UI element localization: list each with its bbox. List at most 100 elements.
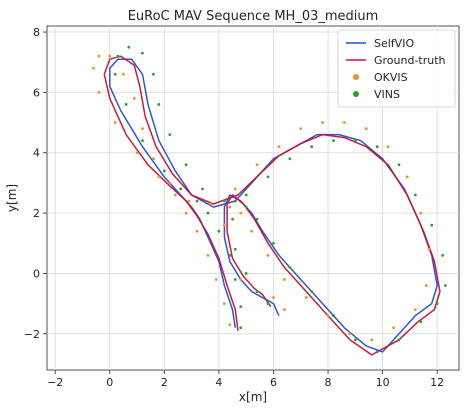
x-tick-label: 10: [376, 376, 390, 389]
series-point-okvis: [304, 296, 308, 299]
series-point-okvis: [206, 253, 210, 257]
series-point-vins: [233, 199, 237, 203]
series-point-vins: [419, 320, 423, 324]
series-point-okvis: [405, 175, 409, 179]
y-tick-label: 6: [33, 86, 40, 99]
series-point-okvis: [135, 151, 139, 155]
x-tick-label: 0: [106, 376, 113, 389]
series-point-okvis: [321, 121, 324, 124]
series-point-vins: [152, 72, 155, 76]
series-point-okvis: [419, 211, 423, 215]
chart-title: EuRoC MAV Sequence MH_03_medium: [128, 9, 379, 24]
series-point-okvis: [386, 145, 390, 149]
series-point-vins: [255, 290, 259, 293]
series-point-vins: [375, 350, 379, 354]
series-point-vins: [228, 253, 232, 257]
series-point-vins: [168, 133, 172, 137]
series-point-okvis: [364, 127, 368, 130]
series-point-okvis: [427, 247, 431, 251]
series-point-okvis: [277, 145, 281, 149]
x-tick-label: 8: [325, 376, 332, 389]
y-tick-label: 2: [33, 207, 40, 220]
series-point-okvis: [255, 163, 259, 167]
x-tick-label: 12: [430, 376, 444, 389]
series-point-vins: [255, 217, 259, 221]
series-point-vins: [397, 338, 401, 342]
series-point-okvis: [239, 211, 243, 215]
series-point-okvis: [113, 121, 117, 124]
y-tick-label: −2: [24, 328, 40, 341]
series-point-okvis: [413, 308, 417, 312]
series-point-okvis: [424, 284, 428, 287]
legend-label-ground-truth: Ground-truth: [374, 54, 446, 67]
y-tick-label: 4: [33, 147, 40, 160]
series-point-okvis: [132, 97, 136, 100]
series-point-vins: [443, 284, 447, 287]
series-point-okvis: [370, 338, 374, 342]
series-point-vins: [217, 229, 221, 233]
series-point-vins: [233, 278, 237, 281]
series-point-vins: [116, 54, 120, 58]
series-point-vins: [413, 193, 417, 197]
series-point-okvis: [195, 229, 199, 233]
series-point-vins: [141, 51, 144, 55]
series-point-vins: [441, 253, 445, 257]
series-point-okvis: [239, 278, 243, 281]
series-point-vins: [157, 103, 161, 106]
series-point-okvis: [214, 278, 218, 281]
series-point-okvis: [108, 54, 112, 58]
series-point-vins: [233, 247, 237, 251]
x-tick-label: 2: [161, 376, 168, 389]
series-point-okvis: [266, 253, 270, 257]
series-layer: [91, 45, 447, 356]
axis-ticks: −2 0 2 4 6 8 10 12 −2 0 2 4 6 8: [24, 26, 444, 389]
series-point-vins: [353, 139, 357, 143]
series-point-okvis: [392, 326, 395, 330]
series-point-vins: [162, 169, 166, 173]
series-point-okvis: [187, 199, 191, 203]
series-point-vins: [288, 157, 292, 161]
series-point-vins: [266, 175, 270, 179]
series-point-okvis: [152, 157, 155, 161]
series-line-ground-truth: [103, 55, 441, 356]
series-point-vins: [375, 145, 379, 149]
series-point-vins: [239, 326, 243, 330]
series-point-vins: [272, 241, 275, 245]
x-tick-label: 4: [215, 376, 222, 389]
series-point-vins: [239, 305, 243, 309]
series-point-okvis: [97, 54, 101, 58]
series-point-vins: [127, 45, 131, 49]
series-point-okvis: [121, 72, 125, 76]
series-point-okvis: [250, 229, 254, 233]
series-point-okvis: [228, 323, 232, 327]
series-point-okvis: [228, 205, 232, 209]
series-point-vins: [113, 72, 117, 76]
series-point-okvis: [233, 187, 237, 191]
series-point-okvis: [209, 202, 213, 206]
series-point-vins: [141, 139, 144, 143]
legend-label-vins: VINS: [374, 88, 400, 101]
series-point-vins: [206, 211, 210, 215]
x-tick-label: −2: [47, 376, 63, 389]
legend-swatch-okvis: [353, 74, 359, 80]
legend-box: [337, 29, 456, 108]
series-point-vins: [266, 302, 270, 306]
y-tick-label: 0: [33, 267, 40, 280]
series-point-okvis: [343, 121, 346, 124]
series-point-okvis: [97, 90, 101, 94]
series-point-vins: [244, 193, 248, 197]
legend-swatch-vins: [353, 91, 359, 97]
series-point-okvis: [222, 302, 226, 306]
y-axis-label: y[m]: [5, 184, 19, 212]
legend-label-selfvio: SelfVIO: [374, 37, 414, 50]
series-point-vins: [195, 199, 199, 203]
y-tick-label: 8: [33, 26, 40, 39]
series-point-okvis: [299, 127, 303, 130]
series-point-vins: [222, 199, 226, 203]
series-point-vins: [124, 103, 128, 106]
series-point-okvis: [91, 66, 95, 70]
legend: SelfVIO Ground-truth OKVIS VINS: [337, 29, 456, 108]
series-point-vins: [310, 145, 314, 149]
